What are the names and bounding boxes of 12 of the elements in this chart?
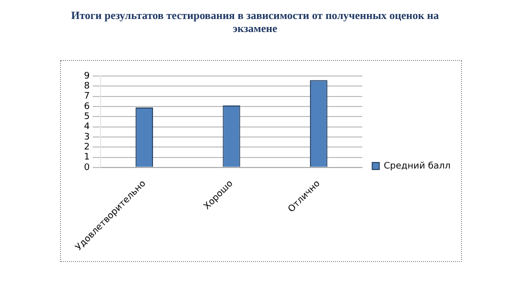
y-tick-label: 0 xyxy=(84,162,90,173)
y-tick-label: 2 xyxy=(84,142,90,152)
y-tick-label: 1 xyxy=(84,152,90,163)
y-tick-label: 7 xyxy=(84,92,90,102)
y-tick-label: 4 xyxy=(84,122,90,132)
legend-label: Средний балл xyxy=(384,161,451,172)
y-tick-label: 5 xyxy=(84,112,90,122)
y-tick-label: 3 xyxy=(84,132,90,142)
y-tick-label: 8 xyxy=(84,82,90,92)
y-tick-label: 6 xyxy=(84,102,90,112)
chart-title: Итоги результатов тестирования в зависимости от полученных оценок на экзамене xyxy=(70,10,440,36)
y-tick-label: 9 xyxy=(84,71,90,82)
